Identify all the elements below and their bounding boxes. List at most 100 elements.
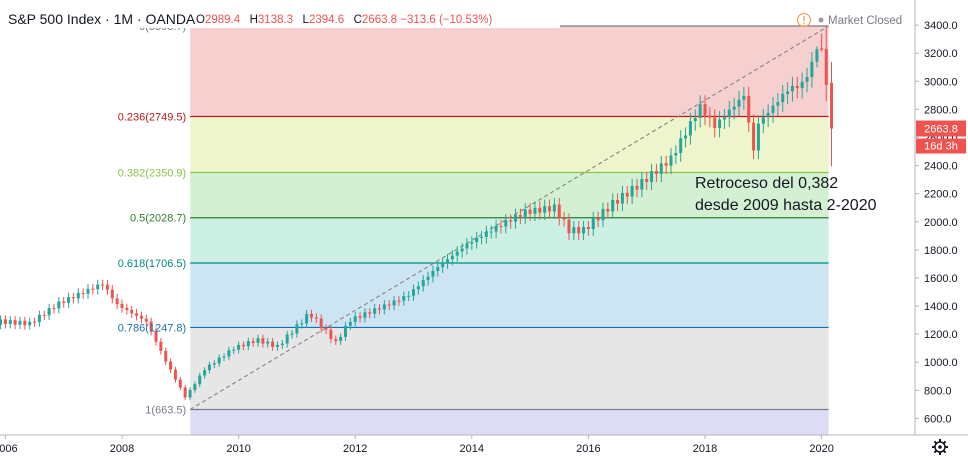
candle-body [13,320,17,325]
candle-body [139,315,143,319]
candle-body [377,308,381,310]
candle-body [227,350,231,357]
trend-line-path [189,25,829,410]
candle-body [795,85,799,89]
candle-body [392,300,396,306]
fib-labels: 0(3393.7)0.236(2749.5)0.382(2350.9)0.5(2… [118,21,187,416]
price-axis[interactable]: 600.0 800.0 1000.0 1200.0 1400.0 1600.0 1800.0… [915,20,958,425]
candle-body [266,341,270,344]
candle-body [358,316,362,318]
candle-body [552,204,556,212]
candle-body [86,288,90,294]
annotation-line-1[interactable]: Retroceso del 0,382 [695,175,838,192]
candle-body [820,48,824,50]
candle-body [465,243,469,249]
x-tick-label: 2010 [226,443,250,455]
candle-body [47,308,51,316]
candle-body [28,321,32,326]
candle-body [441,262,445,268]
candle-body [334,338,338,341]
candle-body [232,349,236,351]
candle-body [557,204,561,219]
fib-level-label: 0.618(1706.5) [118,258,187,270]
y-tick-label: 2400.0 [924,161,958,173]
candle-body [348,321,352,326]
y-tick-label: 2800.0 [924,104,958,116]
annotation-line-2[interactable]: desde 2009 hasta 2-2020 [695,197,877,214]
candle-body [0,319,3,325]
candle-body [271,341,275,347]
candle-body [3,319,7,324]
fib-zone [190,217,829,263]
candle-body [91,288,95,290]
fib-level-label: 0.382(2350.9) [118,167,187,179]
candle-body [786,91,790,94]
candle-body [601,208,605,221]
alert-circle-icon[interactable] [796,12,812,28]
candle-body [620,192,624,204]
x-tick-label: 2014 [460,443,484,455]
y-tick-label: 600.0 [924,413,952,425]
candle-body [713,117,717,129]
candle-body [363,312,367,318]
gear-icon[interactable] [932,439,948,455]
candle-body [382,304,386,310]
time-axis[interactable]: 2006 2008 2010 2012 2014 2016 2018 2020 [0,435,834,455]
candle-body [737,99,741,107]
candle-body [246,341,250,347]
candle-body [222,356,226,358]
fib-zone [190,116,829,173]
candle-body [752,122,756,151]
candle-body [8,320,12,324]
candle-body [450,255,454,260]
ohlc-values: O2989.4 H3138.3 L2394.6 C2663.8 −313.6 (… [196,10,493,27]
candle-body [538,207,542,213]
y-tick-label: 3200.0 [924,48,958,60]
fib-zone [190,172,829,218]
fib-zone [190,26,829,117]
candle-body [290,333,294,335]
candle-body [198,375,202,385]
candle-body [625,192,629,197]
candle-body [650,171,654,182]
candle-body [105,284,109,290]
fib-zone [190,262,829,328]
candle-body [664,163,668,166]
candle-body [416,286,420,290]
y-tick-label: 2000.0 [924,217,958,229]
candle-body [305,313,309,324]
candle-body [159,341,163,351]
candle-body [577,227,581,234]
candle-body [548,206,552,212]
candle-body [402,296,406,301]
candle-body [718,119,722,129]
candle-body [207,364,211,371]
candle-body [426,276,430,281]
trend-line[interactable] [189,25,829,410]
candle-body [756,123,760,151]
candle-body [766,112,770,118]
candle-body [241,344,245,347]
candle-body [514,214,518,222]
candle-body [33,321,37,323]
candle-body [460,248,464,252]
candle-body [57,301,61,309]
candle-body [596,217,600,221]
candle-body [455,251,459,256]
candle-body [295,324,299,334]
candle-body [504,220,508,227]
candle-body [489,231,493,233]
y-tick-label: 2200.0 [924,189,958,201]
candle-body [76,292,80,299]
candle-body [412,289,415,296]
candle-body [96,284,100,290]
candles [0,26,834,401]
symbol-title[interactable]: S&P 500 Index · 1M · OANDA [8,11,196,27]
y-tick-label: 1400.0 [924,301,958,313]
candle-body [582,226,586,234]
candle-body [790,85,794,92]
candle-body [387,304,391,306]
candle-body [475,237,479,243]
x-tick-label: 2016 [576,443,600,455]
